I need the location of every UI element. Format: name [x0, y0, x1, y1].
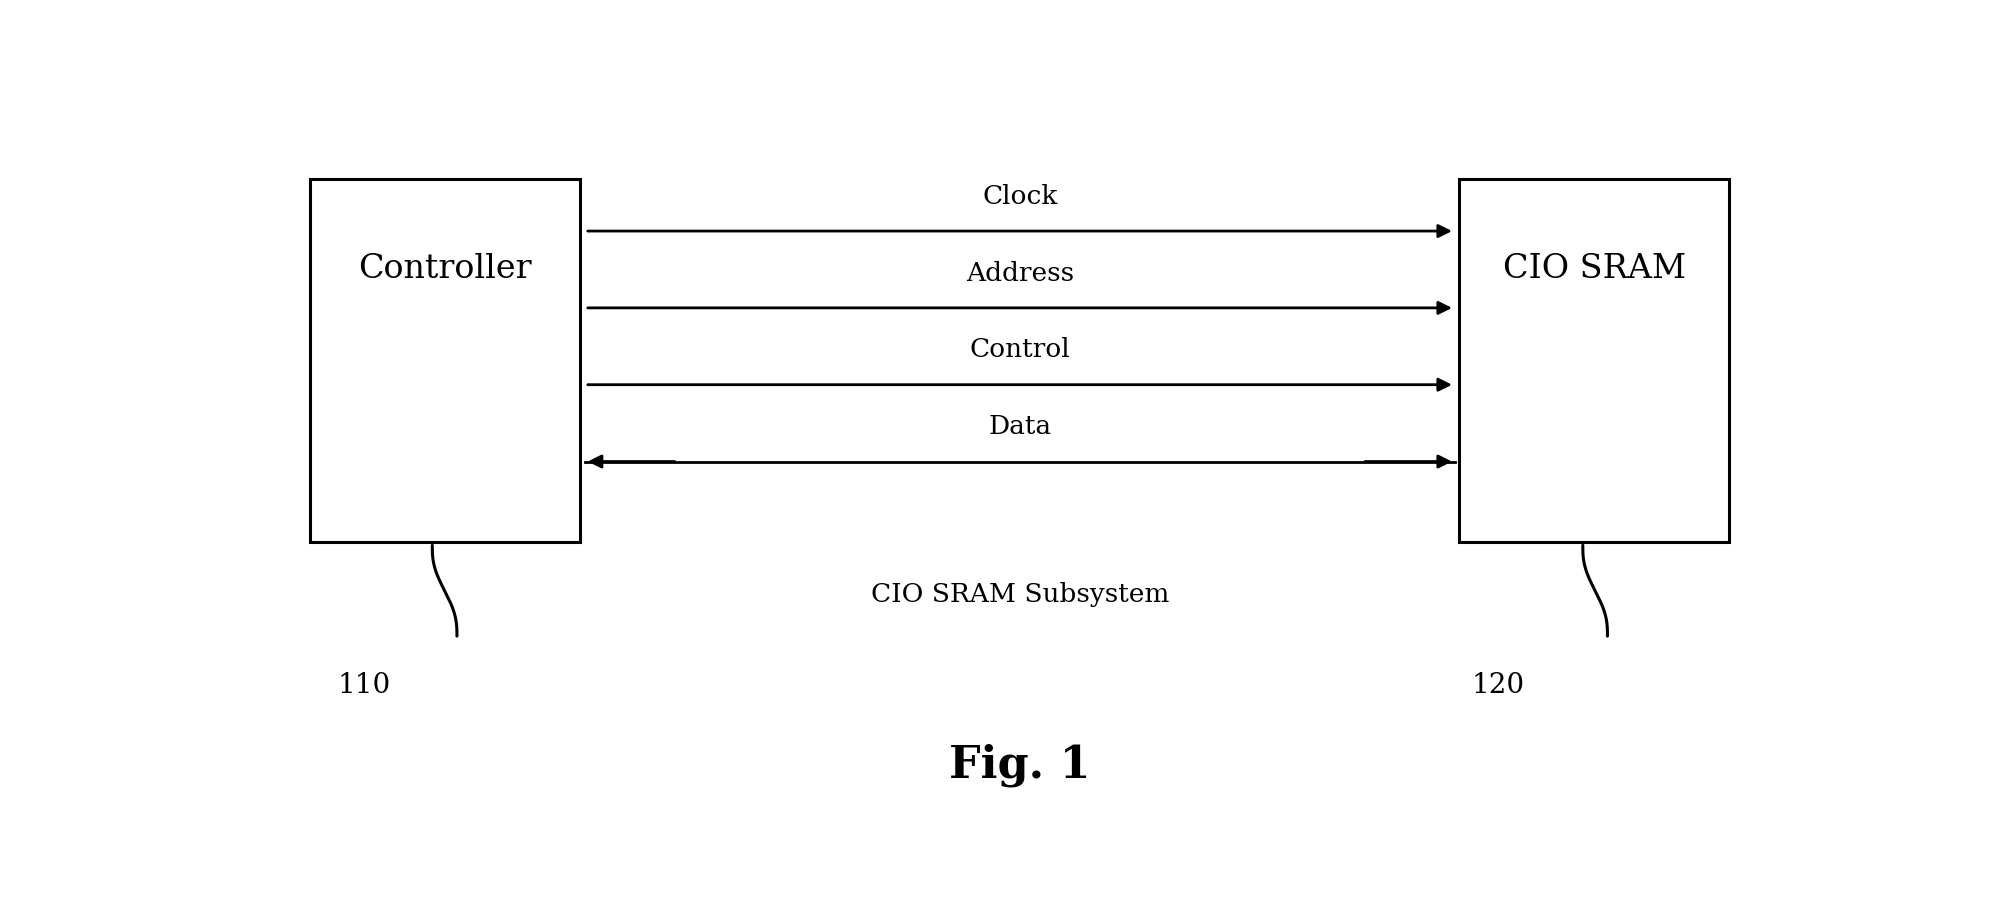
- Bar: [1458, 179, 1728, 541]
- Text: Control: Control: [969, 337, 1070, 363]
- Text: Controller: Controller: [358, 253, 531, 286]
- Text: CIO SRAM Subsystem: CIO SRAM Subsystem: [871, 581, 1168, 607]
- Text: 110: 110: [338, 671, 392, 698]
- Text: Clock: Clock: [983, 184, 1056, 209]
- Text: Address: Address: [965, 260, 1074, 286]
- Text: CIO SRAM: CIO SRAM: [1502, 253, 1685, 286]
- Text: Fig. 1: Fig. 1: [949, 744, 1090, 787]
- Bar: [310, 179, 581, 541]
- Text: 120: 120: [1470, 671, 1524, 698]
- Text: Data: Data: [989, 414, 1050, 439]
